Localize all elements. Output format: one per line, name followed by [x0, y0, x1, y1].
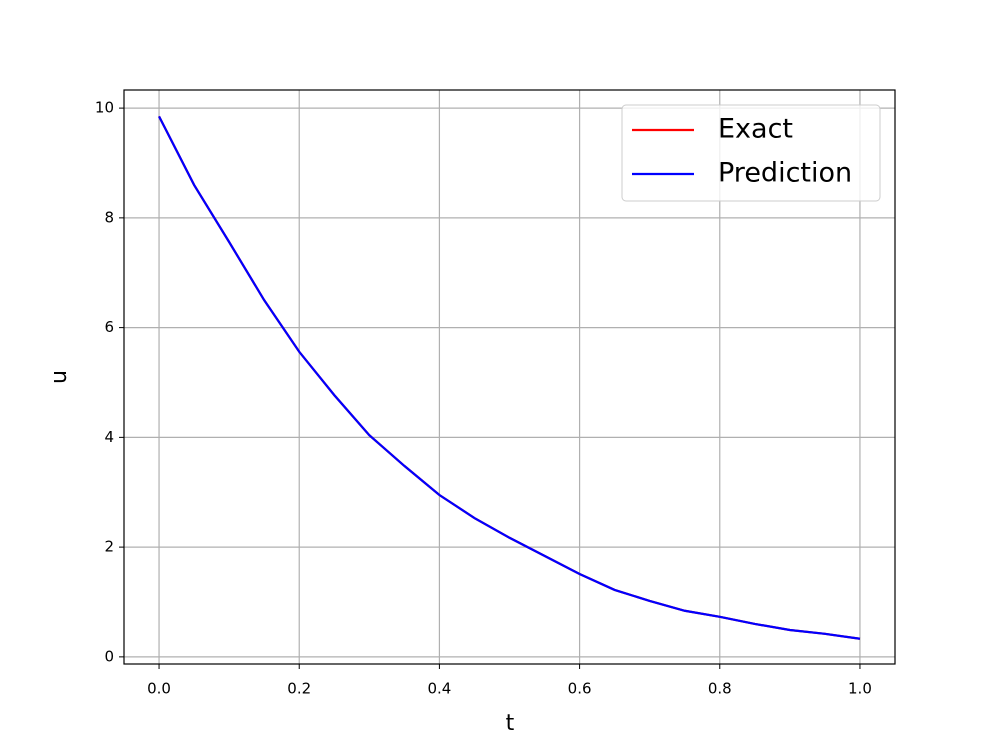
x-tick-label: 0.4 [427, 680, 451, 698]
y-axis-label: u [47, 370, 72, 384]
y-tick-label: 8 [104, 208, 114, 226]
x-tick-label: 0.0 [147, 680, 171, 698]
plot-frame [123, 89, 896, 665]
x-tick-label: 1.0 [848, 680, 872, 698]
x-tick-label: 0.6 [568, 680, 592, 698]
legend: Exact Prediction [621, 104, 881, 202]
legend-label: Exact [718, 114, 793, 145]
legend-label: Prediction [718, 158, 852, 189]
x-tick-label: 0.8 [708, 680, 732, 698]
x-tick-label: 0.2 [287, 680, 311, 698]
y-tick-label: 2 [104, 538, 114, 556]
y-tick-label: 4 [104, 428, 114, 446]
x-axis-label: t [506, 711, 515, 736]
y-tick-label: 0 [104, 647, 114, 665]
y-tick-label: 6 [104, 318, 114, 336]
y-tick-label: 10 [95, 99, 114, 117]
data-line [158, 115, 861, 640]
